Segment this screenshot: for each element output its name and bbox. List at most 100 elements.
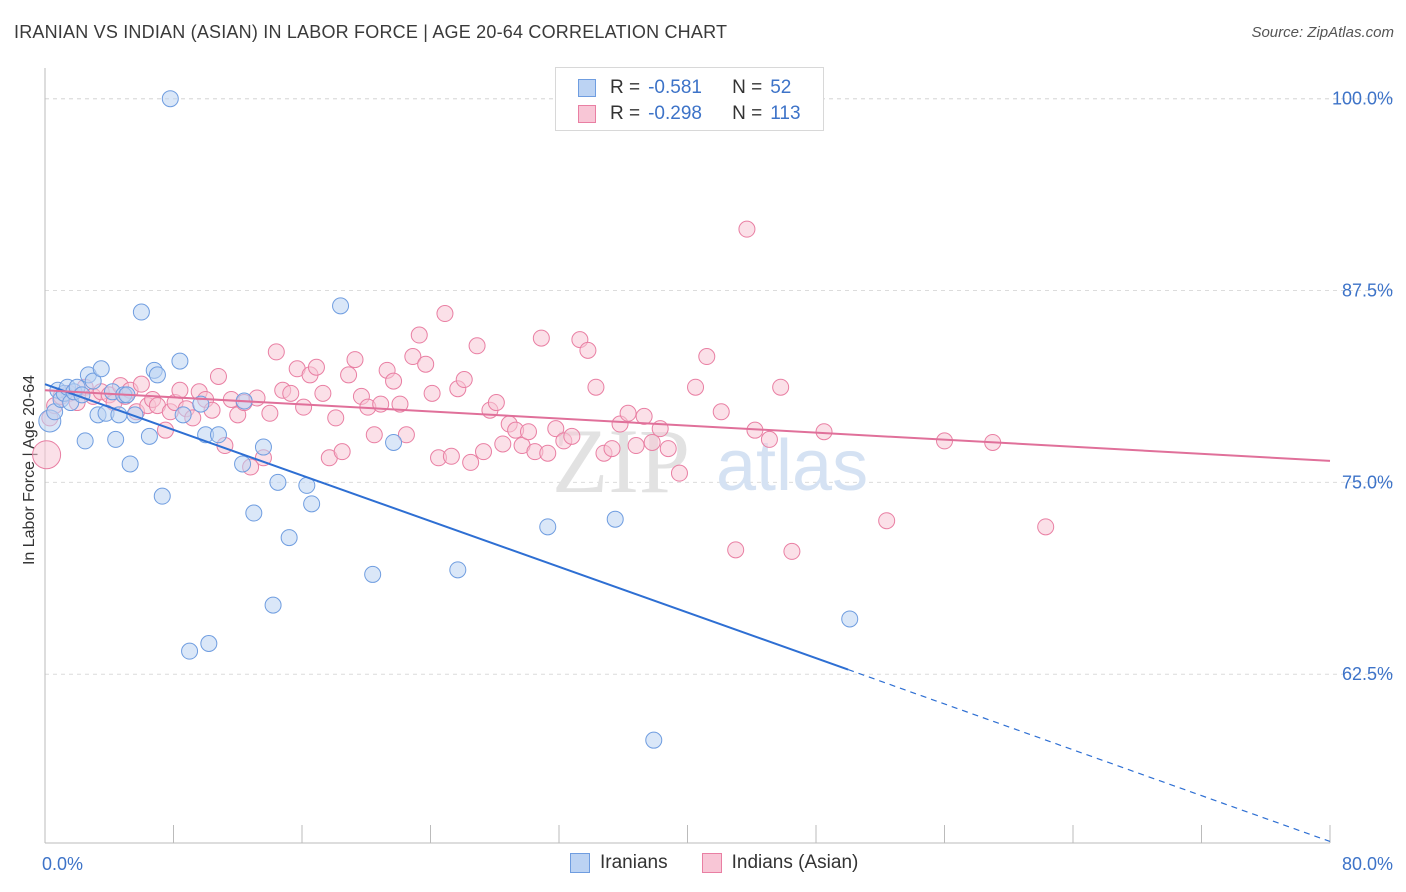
iranian-point xyxy=(245,504,263,522)
indian-asian-point xyxy=(455,371,473,389)
indian-asian-point xyxy=(643,433,661,451)
indian-asian-point xyxy=(327,409,345,427)
iranian-point xyxy=(280,529,298,547)
indian-asian-point xyxy=(462,453,480,471)
iranian-point xyxy=(200,634,218,652)
iranian-point xyxy=(140,427,158,445)
legend-r-value: -0.581 xyxy=(648,77,702,98)
indian-asian-point xyxy=(878,512,896,530)
legend-item-iranians[interactable]: Iranians xyxy=(570,852,668,874)
indian-asian-point xyxy=(391,395,409,413)
iranian-point xyxy=(449,561,467,579)
indians-asian-trend-line xyxy=(44,389,1331,462)
indian-asian-point xyxy=(532,329,550,347)
indian-asian-point xyxy=(475,443,493,461)
indian-asian-point xyxy=(563,427,581,445)
indian-asian-point xyxy=(171,381,189,399)
x-tick-label: 80.0% xyxy=(1342,854,1393,874)
iranian-point xyxy=(126,406,144,424)
iranian-point xyxy=(264,596,282,614)
iranians-trend-line xyxy=(44,383,849,671)
indian-asian-point xyxy=(760,430,778,448)
iranian-point xyxy=(254,438,272,456)
indian-asian-point xyxy=(267,343,285,361)
iranian-point xyxy=(92,360,110,378)
indian-asian-point xyxy=(539,444,557,462)
iranian-point xyxy=(209,426,227,444)
indian-asian-point xyxy=(468,337,486,355)
indian-asian-point xyxy=(547,420,565,438)
indian-asian-point xyxy=(132,375,150,393)
trend-lines xyxy=(44,383,1331,843)
iranian-point xyxy=(645,731,663,749)
legend-r-value: -0.298 xyxy=(648,103,702,124)
indian-asian-point xyxy=(727,541,745,559)
iranian-point xyxy=(269,473,287,491)
indian-asian-point xyxy=(365,426,383,444)
indian-asian-point xyxy=(346,351,364,369)
legend-row-indians-asian: R = -0.298 N = 113 xyxy=(578,101,801,127)
iranian-point xyxy=(385,433,403,451)
indian-asian-point xyxy=(659,440,677,458)
iranian-point xyxy=(181,642,199,660)
indian-asian-point xyxy=(619,404,637,422)
iranian-point xyxy=(132,303,150,321)
indian-asian-point xyxy=(209,367,227,385)
iranian-point xyxy=(148,366,166,384)
iranian-point xyxy=(539,518,557,536)
indian-asian-point xyxy=(442,447,460,465)
x-tick-label: 0.0% xyxy=(42,854,83,874)
indian-asian-point xyxy=(404,348,422,366)
indian-asian-point xyxy=(385,372,403,390)
chart-title: IRANIAN VS INDIAN (ASIAN) IN LABOR FORCE… xyxy=(14,22,728,42)
legend-row-iranians: R = -0.581 N = 52 xyxy=(578,75,791,101)
indian-asian-point xyxy=(603,440,621,458)
legend-label-iranians: Iranians xyxy=(600,852,668,873)
indian-asian-point xyxy=(783,542,801,560)
iranian-point xyxy=(332,297,350,315)
legend-swatch-iranians xyxy=(570,853,590,873)
y-tick-label: 87.5% xyxy=(1342,281,1393,301)
indian-asian-point xyxy=(314,384,332,402)
iranian-point xyxy=(192,395,210,413)
indian-asian-point xyxy=(423,384,441,402)
legend-n-value: 52 xyxy=(770,77,792,98)
series-legend: Iranians Indians (Asian) xyxy=(570,852,892,874)
iranians-points xyxy=(38,90,859,749)
iranian-point xyxy=(174,406,192,424)
indian-asian-point xyxy=(32,440,62,470)
indian-asian-point xyxy=(712,403,730,421)
legend-item-indians-asian[interactable]: Indians (Asian) xyxy=(701,852,858,874)
indian-asian-point xyxy=(687,378,705,396)
iranian-point xyxy=(107,430,125,448)
iranian-point xyxy=(171,352,189,370)
indian-asian-point xyxy=(340,366,358,384)
indian-asian-point xyxy=(587,378,605,396)
indian-asian-point xyxy=(738,220,756,238)
iranian-point xyxy=(121,455,139,473)
iranian-point xyxy=(303,495,321,513)
indian-asian-point xyxy=(410,326,428,344)
legend-swatch-indians-asian xyxy=(701,853,722,873)
legend-r-label: R = xyxy=(610,77,641,98)
legend-swatch-indians-asian xyxy=(578,105,596,123)
indian-asian-point xyxy=(333,443,351,461)
indian-asian-point xyxy=(627,437,645,455)
indian-asian-point xyxy=(295,398,313,416)
correlation-legend: R = -0.581 N = 52 R = -0.298 N = 113 xyxy=(555,67,824,131)
indian-asian-point xyxy=(417,355,435,373)
legend-swatch-iranians xyxy=(578,79,596,97)
indian-asian-point xyxy=(436,305,454,323)
indian-asian-point xyxy=(261,404,279,422)
legend-r-label: R = xyxy=(610,103,641,124)
indians-asian-points xyxy=(32,220,1055,560)
indian-asian-point xyxy=(772,378,790,396)
indian-asian-point xyxy=(282,384,300,402)
indian-asian-point xyxy=(698,348,716,366)
iranian-point xyxy=(606,510,624,528)
indian-asian-point xyxy=(815,423,833,441)
iranians-trend-extension xyxy=(847,669,1331,843)
indian-asian-point xyxy=(1037,518,1055,536)
iranian-point xyxy=(76,432,94,450)
